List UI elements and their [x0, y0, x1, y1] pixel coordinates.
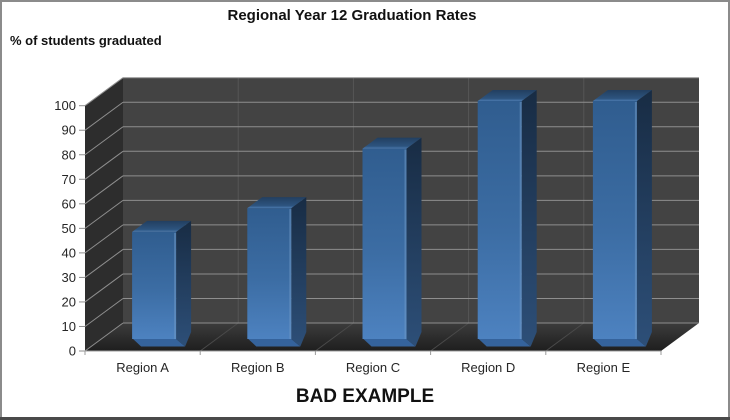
bar-top-face	[477, 90, 537, 101]
bar-base-bevel	[363, 339, 416, 347]
chart-title: Regional Year 12 Graduation Rates	[227, 7, 477, 24]
bar-side-face	[521, 90, 537, 347]
bar-top-face	[592, 90, 652, 101]
gridline-wall-left	[84, 273, 124, 303]
y-tick-label: 50	[62, 221, 76, 236]
bar-front-highlight	[519, 102, 522, 339]
bar-front-face	[132, 231, 177, 339]
bar-front-highlight	[174, 232, 177, 339]
y-tick-label: 100	[54, 98, 76, 113]
gridline-wall-left	[84, 77, 124, 107]
gridline-wall-left	[84, 249, 124, 278]
y-tick-label: 80	[62, 147, 76, 162]
bar-side-face	[406, 137, 422, 347]
gridline-wall-left	[84, 150, 124, 180]
bar-base-bevel	[593, 339, 646, 347]
y-tick-label: 10	[62, 319, 76, 334]
bar-base-bevel	[248, 339, 301, 347]
y-tick-label: 0	[69, 344, 76, 359]
y-axis-caption: % of students graduated	[10, 33, 162, 48]
gridline-floor	[545, 322, 585, 352]
bar-top-face	[132, 220, 192, 232]
x-category-label: Region C	[346, 360, 400, 375]
gridline-wall-left	[84, 322, 124, 352]
bar-front-highlight	[634, 102, 637, 339]
x-category-label: Region B	[231, 360, 284, 375]
bar-region-d	[477, 90, 537, 347]
bar-front-face	[592, 101, 637, 339]
bar-base-bevel	[133, 339, 186, 347]
bar-side-face	[291, 197, 307, 347]
y-tick-label: 30	[62, 270, 76, 285]
gridline-floor	[199, 322, 239, 352]
y-tick-label: 70	[62, 172, 76, 187]
bar-front-face	[362, 148, 407, 339]
bar-front-face	[247, 208, 292, 339]
gridline-wall-left	[84, 126, 124, 156]
gridline-floor	[315, 322, 354, 352]
y-tick-label: 90	[62, 123, 76, 138]
gridline-wall-left	[84, 298, 124, 327]
bar-side-face	[176, 220, 192, 347]
bar-base-bevel	[478, 339, 531, 347]
bar-front-highlight	[404, 149, 407, 339]
footer-label: BAD EXAMPLE	[295, 386, 435, 407]
y-tick-label: 40	[62, 245, 76, 260]
bar-region-e	[592, 90, 652, 347]
gridline-wall-left	[84, 175, 124, 205]
bar-front-face	[477, 101, 522, 339]
x-category-label: Region A	[116, 360, 169, 375]
y-tick-label: 20	[62, 294, 76, 309]
bar-top-face	[362, 137, 422, 149]
bar-top-face	[247, 197, 307, 209]
bar-side-face	[636, 90, 652, 347]
gridline-wall-left	[84, 224, 124, 254]
gridline-wall-left	[84, 199, 124, 229]
bar-region-b	[247, 197, 307, 347]
bar-front-highlight	[289, 209, 292, 339]
gridline-floor	[430, 322, 469, 352]
y-tick-label: 60	[62, 196, 76, 211]
gridline-wall-left	[84, 101, 124, 131]
bar-region-a	[132, 220, 192, 347]
bar-region-c	[362, 137, 422, 347]
x-category-label: Region E	[577, 360, 631, 375]
x-category-label: Region D	[461, 360, 515, 375]
